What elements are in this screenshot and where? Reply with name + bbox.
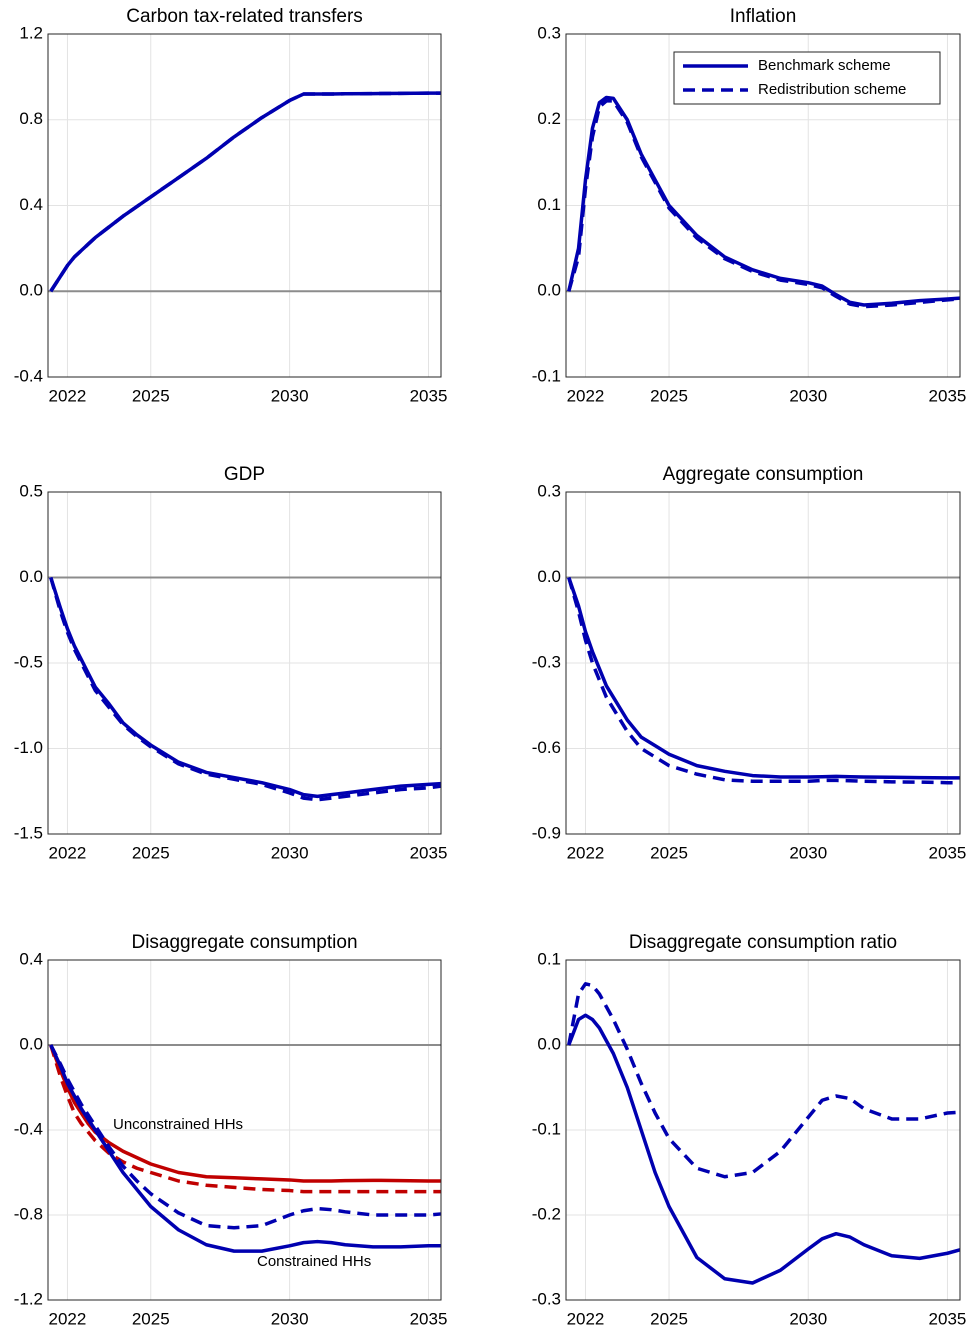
- y-tick-label: -0.8: [14, 1204, 43, 1223]
- chart-title: Carbon tax-related transfers: [126, 6, 363, 27]
- x-tick-label: 2022: [567, 1309, 605, 1328]
- x-tick-label: 2035: [929, 386, 967, 405]
- y-tick-label: -1.5: [14, 823, 43, 842]
- x-tick-label: 2025: [132, 1309, 170, 1328]
- legend-label: Redistribution scheme: [758, 81, 906, 98]
- chart-title: Inflation: [730, 6, 797, 27]
- x-tick-label: 2025: [132, 843, 170, 862]
- y-tick-label: 0.3: [537, 481, 561, 500]
- panel: 2022 2025 2030 2035 -0.9 -0.6 -0.3 0.0 0.3 Aggreg…: [532, 464, 967, 862]
- y-tick-label: 0.0: [19, 281, 43, 300]
- y-tick-label: -0.2: [532, 1204, 561, 1223]
- x-tick-label: 2030: [789, 386, 827, 405]
- annotation: Constrained HHs: [257, 1253, 371, 1270]
- chart-title: Disaggregate consumption ratio: [629, 932, 897, 953]
- axes-box: [565, 491, 961, 835]
- x-tick-label: 2030: [271, 1309, 309, 1328]
- y-tick-label: 0.1: [537, 949, 561, 968]
- y-tick-label: 0.3: [537, 23, 561, 42]
- y-tick-label: 0.0: [537, 567, 561, 586]
- y-tick-label: 0.1: [537, 195, 561, 214]
- x-tick-label: 2022: [49, 1309, 87, 1328]
- panel: 2022 2025 2030 2035 -0.1 0.0 0.1 0.2 0.3 Inflatio…: [532, 6, 967, 405]
- y-tick-label: -1.2: [14, 1289, 43, 1308]
- series-line: [567, 577, 960, 785]
- legend-label: Benchmark scheme: [758, 57, 891, 74]
- y-tick-label: 0.4: [19, 195, 43, 214]
- y-tick-label: -1.0: [14, 738, 43, 757]
- panel: 2022 2025 2030 2035 -1.2 -0.8 -0.4 0.0 0.4 Disagg…: [14, 932, 448, 1328]
- y-tick-label: 0.8: [19, 109, 43, 128]
- x-tick-label: 2035: [410, 1309, 448, 1328]
- y-tick-label: 0.5: [19, 481, 43, 500]
- series-line: [49, 577, 442, 802]
- x-tick-label: 2030: [789, 1309, 827, 1328]
- y-tick-label: -0.1: [532, 1119, 561, 1138]
- y-tick-label: 0.0: [19, 567, 43, 586]
- series-line: [567, 1013, 961, 1285]
- series-line: [49, 1044, 441, 1183]
- x-tick-label: 2022: [567, 386, 605, 405]
- x-tick-label: 2035: [410, 386, 448, 405]
- panel: 2022 2025 2030 2035 -1.5 -1.0 -0.5 0.0 0.5 GDP: [14, 464, 448, 862]
- x-tick-label: 2035: [929, 843, 967, 862]
- x-tick-label: 2022: [567, 843, 605, 862]
- x-tick-label: 2025: [650, 1309, 688, 1328]
- chart-title: Aggregate consumption: [663, 464, 864, 485]
- series-line: [49, 1044, 441, 1253]
- y-tick-label: -0.3: [532, 652, 561, 671]
- series-line: [567, 576, 960, 780]
- legend-box: [673, 51, 941, 105]
- x-tick-label: 2022: [49, 843, 87, 862]
- axes-box: [47, 959, 442, 1301]
- y-tick-label: 0.0: [537, 281, 561, 300]
- y-tick-label: 0.0: [537, 1034, 561, 1053]
- y-tick-label: 1.2: [19, 23, 43, 42]
- series-line: [567, 982, 961, 1179]
- series-line: [49, 1044, 442, 1230]
- x-tick-label: 2022: [49, 386, 87, 405]
- x-tick-label: 2035: [929, 1309, 967, 1328]
- y-tick-label: -0.4: [14, 1119, 43, 1138]
- annotation: Unconstrained HHs: [113, 1116, 243, 1133]
- chart-title: Disaggregate consumption: [131, 932, 357, 953]
- series-line: [49, 91, 441, 293]
- x-tick-label: 2025: [650, 843, 688, 862]
- series-line: [49, 1044, 441, 1194]
- x-tick-label: 2025: [650, 386, 688, 405]
- chart-title: GDP: [224, 464, 265, 485]
- y-tick-label: -0.4: [14, 366, 43, 385]
- axes-box: [47, 33, 442, 378]
- y-tick-label: -0.6: [532, 738, 561, 757]
- y-tick-label: 0.4: [19, 949, 43, 968]
- axes-box: [565, 959, 961, 1301]
- x-tick-label: 2030: [789, 843, 827, 862]
- y-tick-label: -0.1: [532, 366, 561, 385]
- x-tick-label: 2030: [271, 386, 309, 405]
- series-line: [567, 99, 961, 309]
- axes-box: [47, 491, 442, 835]
- x-tick-label: 2030: [271, 843, 309, 862]
- y-tick-label: 0.0: [19, 1034, 43, 1053]
- y-tick-label: -0.3: [532, 1289, 561, 1308]
- y-tick-label: -0.9: [532, 823, 561, 842]
- panel: 2022 2025 2030 2035 -0.4 0.0 0.4 0.8 1.2 Carbon t…: [14, 6, 448, 405]
- x-tick-label: 2035: [410, 843, 448, 862]
- y-tick-label: 0.2: [537, 109, 561, 128]
- y-tick-label: -0.5: [14, 652, 43, 671]
- axes-box: [565, 33, 961, 378]
- panel: 2022 2025 2030 2035 -0.3 -0.2 -0.1 0.0 0.1 Disagg…: [532, 932, 967, 1328]
- x-tick-label: 2025: [132, 386, 170, 405]
